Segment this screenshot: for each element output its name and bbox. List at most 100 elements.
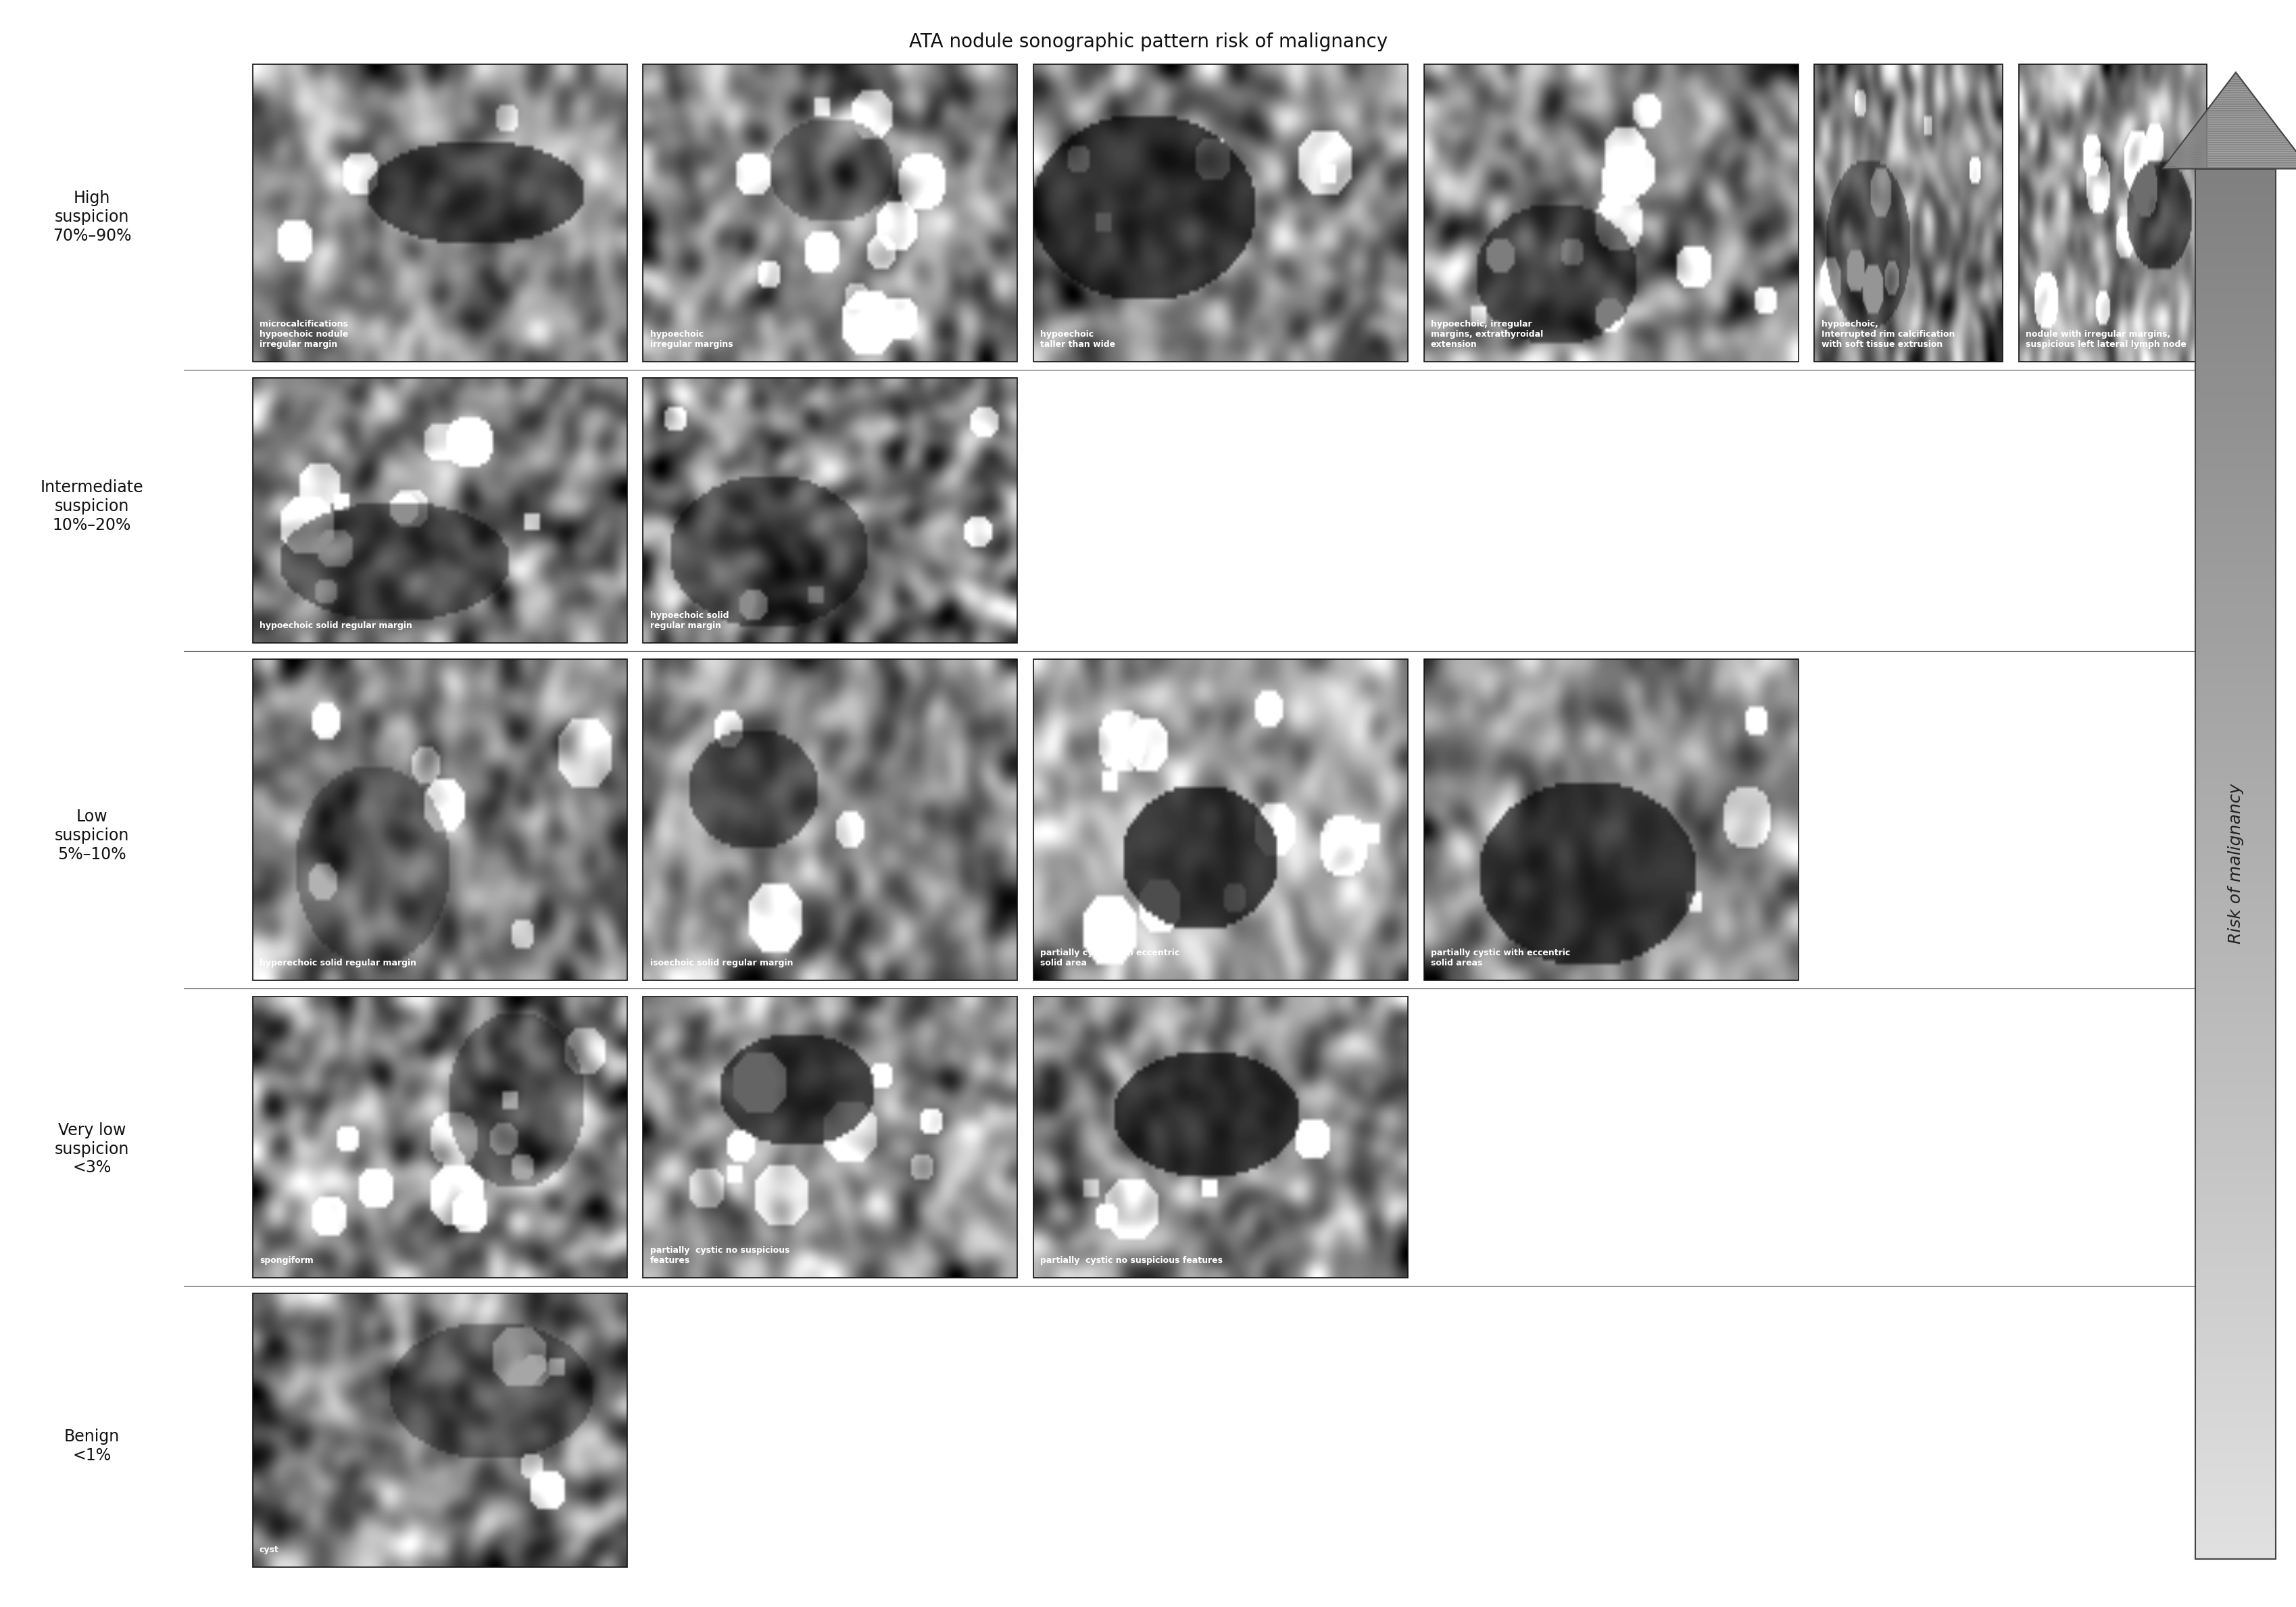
Text: cyst: cyst: [259, 1546, 278, 1554]
Bar: [2195, 773, 2275, 781]
Bar: [2195, 487, 2275, 495]
Bar: [2195, 558, 2275, 566]
Text: Benign
<1%: Benign <1%: [64, 1429, 119, 1464]
Bar: [2195, 1342, 2275, 1350]
Bar: [2195, 251, 2275, 259]
Text: spongiform: spongiform: [259, 1257, 312, 1265]
Bar: [2195, 1350, 2275, 1358]
Bar: [2195, 1057, 2275, 1065]
Bar: [2195, 800, 2275, 808]
Bar: [2195, 1099, 2275, 1107]
Text: hypoechoic,
Interrupted rim calcification
with soft tissue extrusion: hypoechoic, Interrupted rim calcificatio…: [1821, 320, 1954, 349]
Bar: [2195, 355, 2275, 363]
Bar: [2195, 453, 2275, 461]
Bar: [2195, 1425, 2275, 1433]
Bar: [2195, 1120, 2275, 1128]
Bar: [2195, 1398, 2275, 1406]
Bar: [2195, 863, 2275, 871]
Text: partially cystic with eccentric
solid areas: partially cystic with eccentric solid ar…: [1430, 948, 1570, 967]
Text: hypoechoic
taller than wide: hypoechoic taller than wide: [1040, 329, 1116, 349]
Bar: [2195, 1260, 2275, 1266]
Bar: [2195, 1467, 2275, 1475]
Bar: [2195, 869, 2275, 877]
Bar: [2195, 516, 2275, 524]
Bar: [2195, 217, 2275, 225]
Bar: [2195, 169, 2275, 1559]
Bar: [2195, 349, 2275, 357]
Bar: [643, 64, 1017, 362]
Bar: [2195, 848, 2275, 857]
Bar: [2195, 466, 2275, 474]
Bar: [2195, 1433, 2275, 1440]
Bar: [2195, 188, 2275, 196]
Bar: [2195, 696, 2275, 704]
Bar: [2195, 1371, 2275, 1379]
Bar: [2195, 1168, 2275, 1176]
Bar: [643, 659, 1017, 980]
Bar: [1033, 64, 1407, 362]
Bar: [2195, 1321, 2275, 1329]
Bar: [2195, 1189, 2275, 1197]
Bar: [2195, 426, 2275, 432]
Bar: [2195, 1252, 2275, 1260]
Bar: [2195, 815, 2275, 823]
Bar: [2195, 550, 2275, 558]
Bar: [2195, 842, 2275, 850]
Bar: [2195, 1496, 2275, 1503]
Bar: [2195, 662, 2275, 669]
Bar: [2195, 1419, 2275, 1427]
Bar: [2195, 765, 2275, 773]
Bar: [253, 1294, 627, 1567]
Bar: [2195, 1147, 2275, 1155]
Bar: [2195, 1204, 2275, 1212]
Bar: [2195, 1162, 2275, 1170]
Bar: [2195, 460, 2275, 468]
Bar: [2195, 1135, 2275, 1141]
Bar: [2195, 620, 2275, 627]
Bar: [2195, 342, 2275, 349]
Text: Low
suspicion
5%–10%: Low suspicion 5%–10%: [55, 808, 129, 863]
Bar: [2195, 591, 2275, 599]
Bar: [2195, 710, 2275, 718]
Bar: [2195, 947, 2275, 955]
Bar: [2195, 1245, 2275, 1253]
Bar: [2195, 238, 2275, 246]
Bar: [1424, 64, 1798, 362]
Bar: [2195, 1392, 2275, 1400]
Bar: [2195, 196, 2275, 204]
Bar: [2195, 836, 2275, 844]
Bar: [2195, 807, 2275, 815]
Bar: [2195, 779, 2275, 787]
Text: hypoechoic solid regular margin: hypoechoic solid regular margin: [259, 622, 411, 630]
Text: High
suspicion
70%–90%: High suspicion 70%–90%: [53, 190, 131, 244]
Bar: [2195, 654, 2275, 662]
Bar: [2195, 537, 2275, 545]
Bar: [2195, 1384, 2275, 1392]
Bar: [2195, 1218, 2275, 1225]
Bar: [2195, 169, 2275, 175]
Bar: [2195, 641, 2275, 648]
Bar: [2195, 1377, 2275, 1385]
Bar: [2195, 1446, 2275, 1454]
Bar: [2195, 508, 2275, 516]
Bar: [2195, 1273, 2275, 1281]
Bar: [2195, 445, 2275, 453]
Bar: [2195, 1544, 2275, 1552]
Bar: [2195, 480, 2275, 489]
Bar: [2018, 64, 2206, 362]
Bar: [2195, 1509, 2275, 1517]
Bar: [2195, 259, 2275, 267]
Bar: [2195, 1225, 2275, 1233]
Bar: [2195, 418, 2275, 426]
Bar: [2195, 1287, 2275, 1295]
Bar: [2195, 1030, 2275, 1038]
Bar: [2195, 202, 2275, 211]
Bar: [2195, 1093, 2275, 1101]
Bar: [2195, 1454, 2275, 1461]
Bar: [2195, 961, 2275, 967]
Bar: [2195, 932, 2275, 940]
Bar: [2195, 974, 2275, 982]
Bar: [2195, 543, 2275, 551]
Bar: [2195, 405, 2275, 411]
Bar: [2195, 1488, 2275, 1496]
